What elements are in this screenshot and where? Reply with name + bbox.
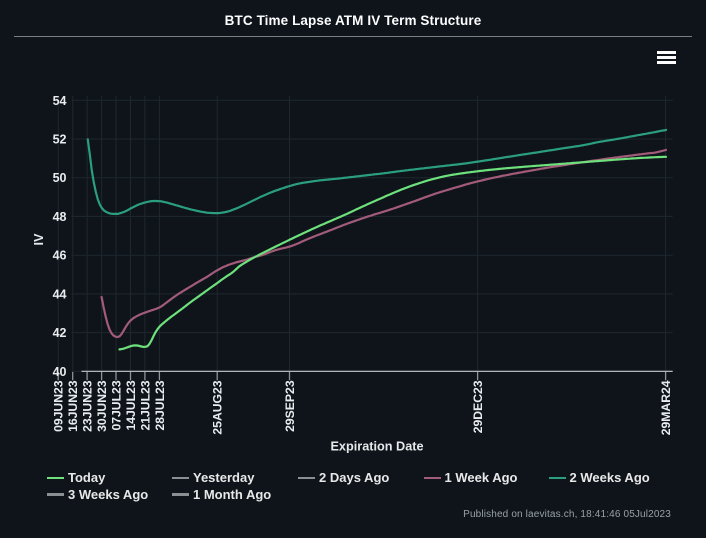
svg-text:30JUN23: 30JUN23 <box>95 380 109 432</box>
svg-text:25AUG23: 25AUG23 <box>211 380 225 434</box>
svg-text:48: 48 <box>53 210 67 224</box>
svg-text:09JUN23: 09JUN23 <box>52 380 66 432</box>
svg-text:14JUL23: 14JUL23 <box>124 380 138 430</box>
svg-text:07JUL23: 07JUL23 <box>110 380 124 430</box>
svg-text:29SEP23: 29SEP23 <box>283 380 297 432</box>
svg-text:44: 44 <box>53 287 67 301</box>
svg-text:29DEC23: 29DEC23 <box>471 380 485 433</box>
svg-text:42: 42 <box>53 326 67 340</box>
svg-text:28JUL23: 28JUL23 <box>153 380 167 430</box>
svg-text:54: 54 <box>53 94 67 108</box>
svg-text:29MAR24: 29MAR24 <box>659 380 673 435</box>
svg-text:16JUN23: 16JUN23 <box>66 380 80 432</box>
svg-text:Expiration Date: Expiration Date <box>330 440 423 454</box>
svg-text:23JUN23: 23JUN23 <box>81 380 95 432</box>
svg-text:21JUL23: 21JUL23 <box>138 380 152 430</box>
svg-text:50: 50 <box>53 171 67 185</box>
svg-text:IV: IV <box>32 233 46 246</box>
svg-text:52: 52 <box>53 133 67 147</box>
svg-text:40: 40 <box>53 365 67 379</box>
svg-text:46: 46 <box>53 249 67 263</box>
